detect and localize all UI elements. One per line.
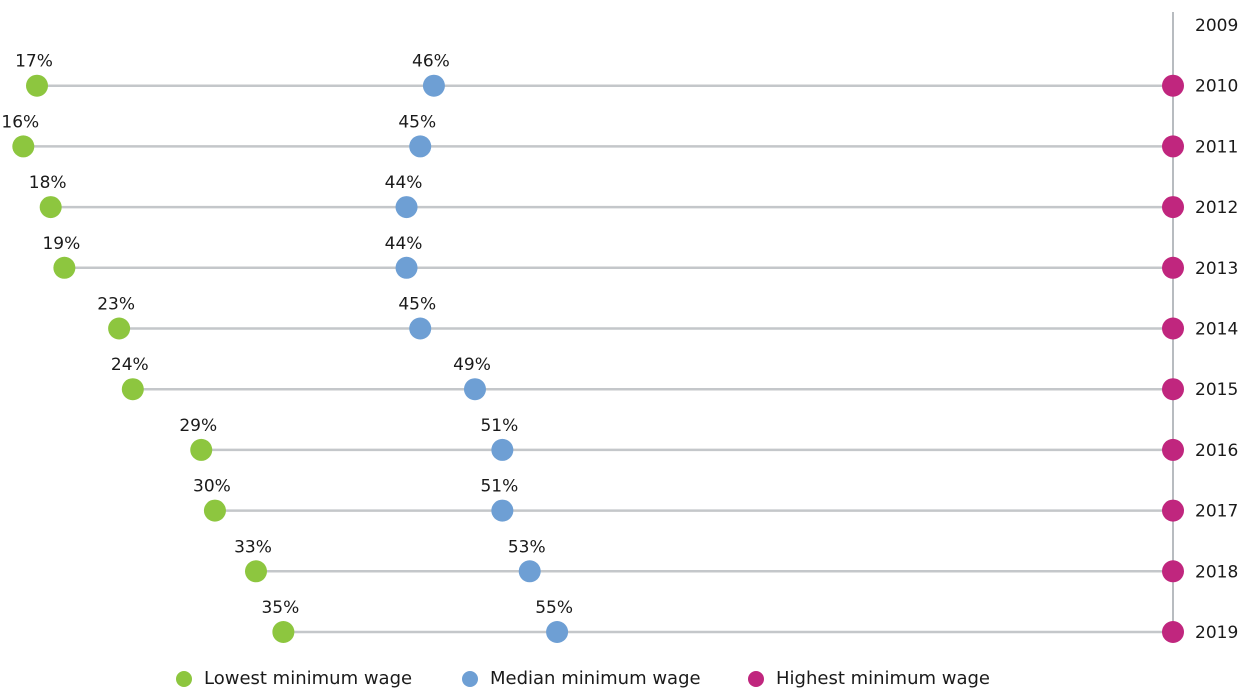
value-label-lowest-2015: 24% [111, 355, 149, 375]
legend-item-lowest: Lowest minimum wage [176, 668, 412, 689]
dot-highest-2011 [1162, 135, 1184, 158]
legend-label-median: Median minimum wage [490, 668, 701, 689]
value-label-lowest-2010: 17% [15, 52, 53, 72]
dot-lowest-2015 [121, 378, 144, 401]
year-label-2010: 2010 [1195, 77, 1238, 97]
dot-lowest-2017 [203, 499, 226, 522]
dot-lowest-2018 [244, 560, 267, 583]
dot-highest-2019 [1162, 621, 1184, 643]
year-label-2013: 2013 [1195, 259, 1238, 279]
value-label-lowest-2014: 23% [97, 295, 135, 315]
dot-highest-2014 [1162, 317, 1184, 340]
data-dots [12, 74, 1184, 643]
dot-highest-2010 [1162, 74, 1184, 97]
year-label-2017: 2017 [1195, 502, 1238, 522]
value-label-lowest-2016: 29% [179, 416, 217, 436]
value-label-median-2016: 51% [480, 416, 518, 436]
legend: Lowest minimum wage Median minimum wage … [0, 664, 1243, 694]
legend-swatch-highest [748, 670, 764, 687]
dot-median-2013 [395, 256, 418, 279]
dot-range-chart: 17% 16% 18% 19% 23% 24% 29% 30% 33% 35% 46% 45% 44% 4… [1, 12, 1238, 643]
dot-lowest-2012 [39, 196, 62, 219]
connector-lines [23, 84, 1173, 634]
value-label-lowest-2018: 33% [234, 537, 272, 557]
value-label-median-2011: 45% [398, 112, 436, 132]
dot-lowest-2013 [53, 256, 76, 279]
value-label-lowest-2019: 35% [261, 598, 299, 618]
value-label-lowest-2011: 16% [1, 112, 39, 132]
dot-highest-2017 [1162, 499, 1184, 522]
dot-median-2017 [491, 499, 514, 522]
value-labels: 17% 16% 18% 19% 23% 24% 29% 30% 33% 35% 46% 45% 44% 4… [1, 52, 573, 618]
dot-lowest-2016 [190, 438, 213, 461]
value-label-median-2017: 51% [480, 477, 518, 497]
year-label-2019: 2019 [1195, 623, 1238, 643]
year-label-2018: 2018 [1195, 562, 1238, 582]
dot-highest-2018 [1162, 560, 1184, 583]
year-label-2015: 2015 [1195, 380, 1238, 400]
legend-item-median: Median minimum wage [462, 668, 701, 689]
dot-median-2016 [491, 438, 514, 461]
year-label-2009: 2009 [1195, 16, 1238, 36]
dot-highest-2013 [1162, 256, 1184, 279]
value-label-median-2019: 55% [535, 598, 573, 618]
value-label-median-2010: 46% [412, 52, 450, 72]
dot-median-2019 [546, 621, 569, 643]
dot-median-2011 [409, 135, 432, 158]
dot-median-2012 [395, 196, 418, 219]
dot-lowest-2010 [26, 74, 48, 97]
legend-item-highest: Highest minimum wage [748, 668, 990, 689]
year-tick-labels: 2009 2010 2011 2012 2013 2014 2015 2016 2017 2018… [1195, 16, 1238, 643]
year-label-2011: 2011 [1195, 137, 1238, 157]
value-label-lowest-2017: 30% [193, 477, 231, 497]
value-label-lowest-2012: 18% [29, 173, 67, 193]
dot-highest-2016 [1162, 438, 1184, 461]
dot-median-2014 [409, 317, 432, 340]
dot-lowest-2011 [12, 135, 35, 158]
year-label-2012: 2012 [1195, 198, 1238, 218]
dot-highest-2012 [1162, 196, 1184, 219]
legend-label-lowest: Lowest minimum wage [204, 668, 413, 689]
year-label-2016: 2016 [1195, 441, 1238, 461]
value-label-median-2014: 45% [398, 295, 436, 315]
dot-highest-2015 [1162, 378, 1184, 401]
year-label-2014: 2014 [1195, 320, 1238, 340]
dot-lowest-2019 [272, 621, 295, 643]
dot-lowest-2014 [108, 317, 131, 340]
value-label-lowest-2013: 19% [42, 234, 80, 254]
dot-median-2015 [463, 378, 486, 401]
legend-swatch-lowest [176, 670, 192, 687]
value-label-median-2015: 49% [453, 355, 491, 375]
legend-label-highest: Highest minimum wage [776, 668, 990, 689]
value-label-median-2013: 44% [385, 234, 423, 254]
dot-median-2018 [518, 560, 541, 583]
value-label-median-2018: 53% [508, 537, 546, 557]
legend-swatch-median [462, 670, 478, 687]
value-label-median-2012: 44% [385, 173, 423, 193]
dot-median-2010 [422, 74, 445, 97]
